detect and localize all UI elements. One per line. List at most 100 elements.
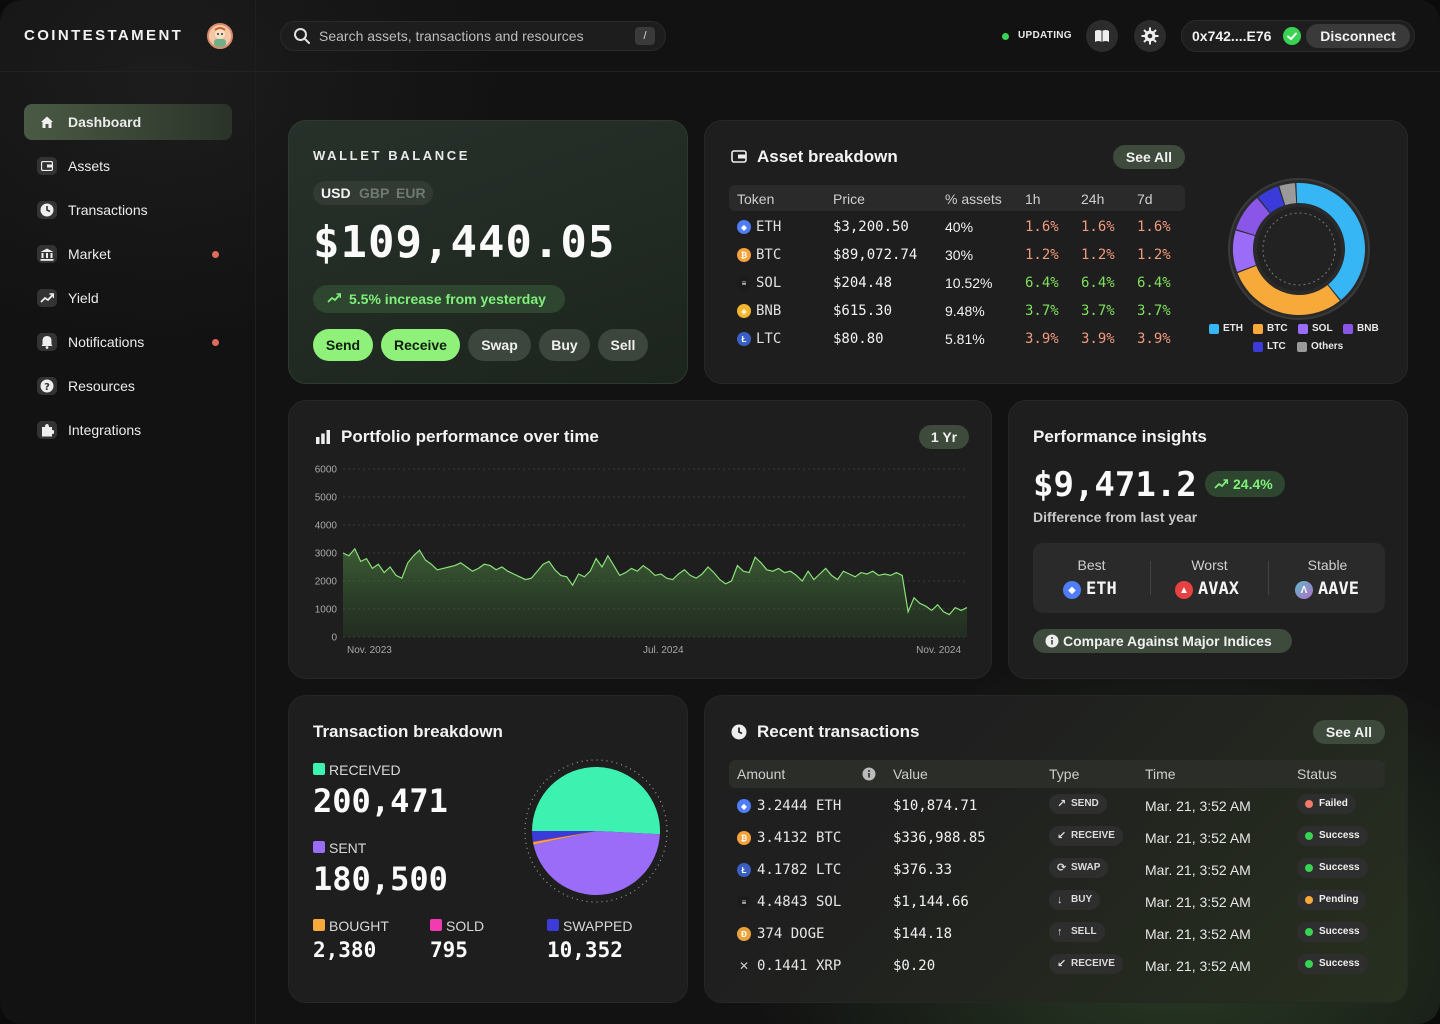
column-header[interactable]: 24h bbox=[1081, 191, 1105, 207]
donut-slice-ltc[interactable] bbox=[1258, 186, 1285, 213]
compare-indices-button[interactable]: Compare Against Major Indices bbox=[1033, 629, 1292, 653]
asset-row[interactable]: ◆ ETH $3,200.50 40% 1.6% 1.6% 1.6% bbox=[729, 213, 1185, 241]
sidebar-item-yield[interactable]: Yield bbox=[24, 280, 232, 316]
series-line[interactable] bbox=[342, 547, 968, 616]
asset-change-24h: 3.7% bbox=[1081, 303, 1115, 319]
legend-label: Others bbox=[1311, 341, 1344, 352]
asset-row[interactable]: ◈ BNB $615.30 9.48% 3.7% 3.7% 3.7% bbox=[729, 297, 1185, 325]
transaction-row[interactable]: ✕ 0.1441 XRP $0.20 ↙ RECEIVE Mar. 21, 3:52 AM… bbox=[729, 952, 1385, 980]
insights-change-value: 24.4% bbox=[1233, 476, 1273, 492]
column-header[interactable]: Price bbox=[833, 191, 865, 207]
wallet-address[interactable]: 0x742....E76 bbox=[1192, 28, 1272, 44]
currency-eur[interactable]: EUR bbox=[396, 185, 426, 201]
sidebar-item-resources[interactable]: ? Resources bbox=[24, 368, 232, 404]
column-header[interactable]: Status bbox=[1297, 766, 1337, 782]
sidebar-item-dashboard[interactable]: Dashboard bbox=[24, 104, 232, 140]
column-header[interactable]: 7d bbox=[1137, 191, 1153, 207]
asset-change-24h: 1.6% bbox=[1081, 219, 1115, 235]
transaction-row[interactable]: ₿ 3.4132 BTC $336,988.85 ↙ RECEIVE Mar. 21, 3… bbox=[729, 824, 1385, 852]
donut-slice-bnb[interactable] bbox=[1236, 198, 1270, 236]
transaction-row[interactable]: ≡ 4.4843 SOL $1,144.66 ↓ BUY Mar. 21, 3:52 AM… bbox=[729, 888, 1385, 916]
transaction-value: $0.20 bbox=[893, 958, 936, 974]
sell-button[interactable]: Sell bbox=[598, 329, 648, 361]
asset-token: ETH bbox=[756, 219, 782, 235]
donut-slice-sol[interactable] bbox=[1233, 230, 1256, 272]
sidebar-item-integrations[interactable]: Integrations bbox=[24, 412, 232, 448]
asset-row[interactable]: Ł LTC $80.80 5.81% 3.9% 3.9% 3.9% bbox=[729, 325, 1185, 353]
sidebar-item-transactions[interactable]: Transactions bbox=[24, 192, 232, 228]
receive-button[interactable]: Receive bbox=[381, 329, 460, 361]
column-header[interactable]: Token bbox=[737, 191, 775, 207]
settings-button[interactable] bbox=[1134, 20, 1166, 52]
donut-slice-btc[interactable] bbox=[1237, 265, 1340, 315]
performance-insights-card: Performance insights $9,471.2 24.4% Diff… bbox=[1008, 400, 1408, 679]
transaction-row[interactable]: ◆ 3.2444 ETH $10,874.71 ↗ SEND Mar. 21, 3:52 … bbox=[729, 792, 1385, 820]
transaction-row[interactable]: Ł 4.1782 LTC $376.33 ⟳ SWAP Mar. 21, 3:52 AM S… bbox=[729, 856, 1385, 884]
asset-price: $204.48 bbox=[833, 275, 893, 291]
asset-row[interactable]: ₿ BTC $89,072.74 30% 1.2% 1.2% 1.2% bbox=[729, 241, 1185, 269]
disconnect-button[interactable]: Disconnect bbox=[1306, 24, 1410, 48]
transaction-time: Mar. 21, 3:52 AM bbox=[1145, 830, 1251, 846]
brand-avatar-icon[interactable] bbox=[207, 23, 233, 49]
transaction-type-icon: ⟳ bbox=[1057, 862, 1067, 874]
pie-slice-swapped[interactable] bbox=[532, 831, 596, 842]
verified-check-icon bbox=[1283, 27, 1301, 45]
transaction-row[interactable]: Ð 374 DOGE $144.18 ↑ SELL Mar. 21, 3:52 AM Suc… bbox=[729, 920, 1385, 948]
time-range-button[interactable]: 1 Yr bbox=[919, 425, 969, 449]
sidebar-item-notifications[interactable]: Notifications bbox=[24, 324, 232, 360]
donut-slice-eth[interactable] bbox=[1296, 183, 1365, 300]
buy-button[interactable]: Buy bbox=[539, 329, 590, 361]
donut-slice-others[interactable] bbox=[1279, 183, 1297, 206]
see-all-assets-button[interactable]: See All bbox=[1113, 145, 1185, 169]
column-header[interactable]: 1h bbox=[1025, 191, 1041, 207]
status-dot bbox=[1305, 928, 1313, 936]
column-header[interactable]: % assets bbox=[945, 191, 1002, 207]
column-header[interactable]: Amount bbox=[737, 766, 786, 782]
asset-row[interactable]: ≡ SOL $204.48 10.52% 6.4% 6.4% 6.4% bbox=[729, 269, 1185, 297]
transaction-type: SEND bbox=[1071, 798, 1099, 809]
docs-button[interactable] bbox=[1086, 20, 1118, 52]
pie-slice-sold[interactable] bbox=[532, 831, 596, 843]
transaction-value: $1,144.66 bbox=[893, 894, 969, 910]
currency-usd[interactable]: USD bbox=[321, 185, 351, 201]
coin-icon: ✕ bbox=[738, 959, 750, 973]
see-all-transactions-button[interactable]: See All bbox=[1313, 720, 1385, 744]
book-icon bbox=[1095, 30, 1109, 42]
column-header[interactable]: Value bbox=[893, 766, 928, 782]
column-header[interactable]: Time bbox=[1145, 766, 1176, 782]
sidebar-item-label: Integrations bbox=[68, 422, 142, 438]
best-asset[interactable]: Best ◆ ETH bbox=[1033, 543, 1150, 613]
trend-up-icon bbox=[327, 293, 341, 303]
transaction-status-badge: Failed bbox=[1297, 794, 1356, 814]
wallet-connection: 0x742....E76 Disconnect bbox=[1181, 20, 1415, 52]
portfolio-line-chart: 0 1000 2000 3000 4000 5000 6000 Nov. 2023 Jul. 2… bbox=[315, 465, 968, 656]
asset-percent: 10.52% bbox=[945, 275, 993, 291]
search-bar[interactable]: / bbox=[280, 21, 666, 51]
pie-outline bbox=[524, 759, 668, 903]
sidebar-item-assets[interactable]: Assets bbox=[24, 148, 232, 184]
card-title: Transaction breakdown bbox=[313, 722, 503, 741]
transaction-type-icon: ↙ bbox=[1057, 958, 1067, 970]
column-header[interactable]: Type bbox=[1049, 766, 1080, 782]
search-input[interactable] bbox=[319, 25, 619, 47]
recent-transactions-card: Recent transactions See All Amount Value… bbox=[704, 695, 1408, 1003]
swap-button[interactable]: Swap bbox=[468, 329, 531, 361]
send-button[interactable]: Send bbox=[313, 329, 373, 361]
pie-slice-sent[interactable] bbox=[533, 831, 660, 895]
asset-price: $89,072.74 bbox=[833, 247, 918, 263]
stable-asset[interactable]: Stable Λ AAVE bbox=[1269, 543, 1386, 613]
asset-percent: 9.48% bbox=[945, 303, 985, 319]
y-tick-label: 0 bbox=[331, 633, 337, 644]
currency-gbp[interactable]: GBP bbox=[359, 185, 390, 201]
info-icon[interactable] bbox=[862, 767, 876, 781]
transaction-breakdown-card: Transaction breakdown RECEIVED 200,471 S… bbox=[288, 695, 688, 1003]
search-shortcut-key: / bbox=[635, 27, 655, 45]
transaction-status-badge: Success bbox=[1297, 954, 1368, 974]
pie-slice-bought[interactable] bbox=[533, 831, 596, 845]
pie-slice-received[interactable] bbox=[532, 767, 660, 835]
trend-up-icon bbox=[1214, 479, 1228, 489]
worst-asset[interactable]: Worst ▲ AVAX bbox=[1151, 543, 1268, 613]
coin-icon: Ð bbox=[737, 927, 751, 941]
sidebar-item-market[interactable]: Market bbox=[24, 236, 232, 272]
